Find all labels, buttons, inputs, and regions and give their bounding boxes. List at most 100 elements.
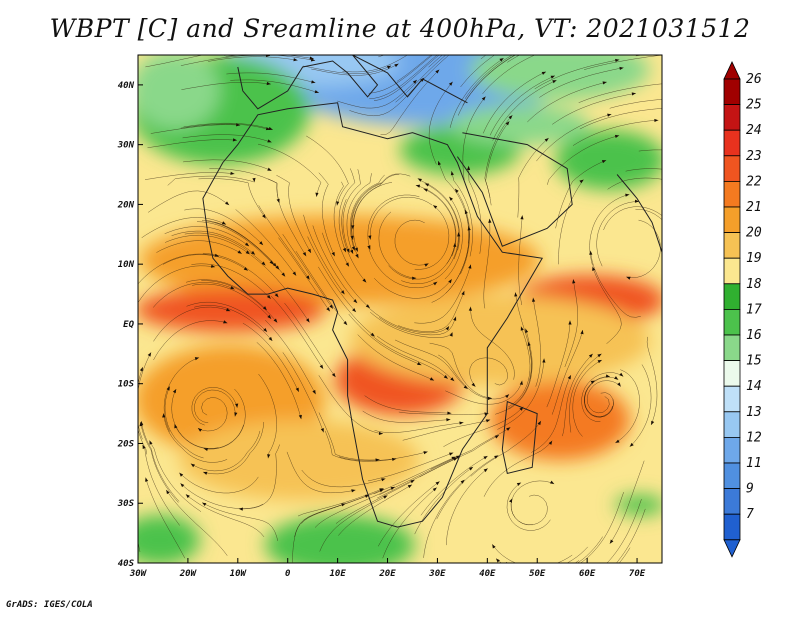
streamline-arrow <box>353 299 358 304</box>
streamline-arrow <box>162 413 166 418</box>
streamline <box>171 230 256 255</box>
streamline-arrow <box>417 361 422 366</box>
streamline <box>341 199 367 283</box>
streamline-arrow <box>481 96 486 101</box>
streamline <box>197 397 228 432</box>
streamline <box>569 353 602 433</box>
streamline-arrow <box>244 242 250 247</box>
field-blob <box>140 215 540 305</box>
streamline-arrow <box>588 353 593 358</box>
streamline <box>551 329 583 415</box>
streamline-arrow <box>439 49 444 54</box>
field-blob <box>615 495 662 515</box>
streamline-arrow <box>314 90 319 94</box>
streamline <box>338 168 356 253</box>
streamline-arrow <box>230 286 235 290</box>
streamline-arrow <box>269 260 274 265</box>
field-plot <box>138 34 725 602</box>
streamline-arrow <box>601 160 607 164</box>
streamlines <box>138 34 725 602</box>
streamline-arrow <box>463 385 468 389</box>
streamline <box>492 79 557 141</box>
colorbar-label: 16 <box>746 328 762 343</box>
streamline-arrow <box>662 82 666 86</box>
streamline <box>579 108 662 130</box>
streamline <box>626 219 661 278</box>
streamline-arrow <box>319 364 324 369</box>
streamline <box>182 134 272 143</box>
streamline-arrow <box>447 411 452 415</box>
streamline-arrow <box>532 297 536 302</box>
streamline-arrow <box>450 171 454 176</box>
streamline-arrow <box>560 598 565 602</box>
streamline <box>342 169 361 253</box>
streamline-arrow <box>230 171 235 175</box>
streamline-arrow <box>721 48 725 51</box>
streamline <box>446 468 488 546</box>
streamline-arrow <box>487 396 492 400</box>
streamline <box>138 265 216 303</box>
streamline <box>547 135 620 185</box>
streamline <box>348 313 422 366</box>
streamline-arrow <box>267 454 271 459</box>
streamline <box>153 320 228 361</box>
streamline-arrow <box>483 468 488 473</box>
streamline <box>436 455 499 520</box>
streamline-arrow <box>595 578 600 583</box>
streamline <box>580 492 624 563</box>
streamline <box>319 495 388 552</box>
streamline-arrow <box>709 180 714 185</box>
streamline <box>518 215 523 306</box>
streamline-arrow <box>365 304 370 308</box>
streamline <box>609 99 662 109</box>
streamline-arrow <box>274 293 279 298</box>
lat-tick-label: 30N <box>117 141 135 151</box>
streamline-arrow <box>488 218 492 223</box>
streamline-arrow <box>268 336 273 341</box>
streamline-arrow <box>435 481 440 486</box>
streamline <box>265 319 316 395</box>
lon-tick-label: 20W <box>179 569 198 579</box>
streamline-arrow <box>461 290 465 296</box>
streamline-arrow <box>336 201 340 206</box>
streamline <box>301 488 384 524</box>
streamline <box>482 71 547 134</box>
streamline-arrow <box>496 558 500 563</box>
streamline-arrow <box>528 34 533 38</box>
streamline-arrow <box>592 266 596 271</box>
streamline-arrow <box>485 419 491 423</box>
lat-tick-label: 20N <box>117 200 135 210</box>
streamline <box>506 546 588 563</box>
streamline <box>572 119 659 146</box>
streamline-arrow <box>265 127 271 131</box>
streamline-arrow <box>147 352 152 357</box>
streamline <box>469 357 508 387</box>
streamline-arrow <box>281 272 286 277</box>
streamline-arrow <box>651 420 655 425</box>
streamline <box>350 174 385 251</box>
streamline <box>380 69 440 135</box>
streamline <box>464 55 513 100</box>
madagascar-coastline <box>501 400 538 475</box>
streamline-arrow <box>331 372 336 378</box>
streamline <box>376 335 455 382</box>
lat-tick-label: 40S <box>118 559 135 569</box>
streamline-arrow <box>378 431 383 436</box>
lon-tick-label: 20E <box>378 569 396 579</box>
streamline <box>235 209 297 276</box>
streamline <box>379 455 461 496</box>
streamline-arrow <box>415 184 421 188</box>
field-blob <box>470 55 650 100</box>
streamline <box>338 451 428 462</box>
streamline-arrow <box>654 118 659 123</box>
streamline-arrow <box>268 126 273 130</box>
streamline-arrow <box>379 489 384 493</box>
streamline-arrow <box>568 320 572 325</box>
coastlines <box>202 55 662 528</box>
streamline-arrow <box>443 374 448 379</box>
streamline-arrow <box>305 318 310 323</box>
streamline <box>606 499 642 563</box>
streamline-arrow <box>602 81 607 85</box>
streamline-arrow <box>670 271 675 276</box>
streamline <box>485 121 510 206</box>
